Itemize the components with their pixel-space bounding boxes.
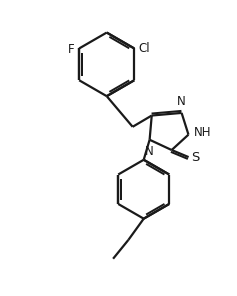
Text: N: N [145,145,154,158]
Text: S: S [191,151,200,164]
Text: N: N [177,95,186,108]
Text: NH: NH [194,126,211,139]
Text: Cl: Cl [138,42,150,55]
Text: F: F [68,43,75,56]
